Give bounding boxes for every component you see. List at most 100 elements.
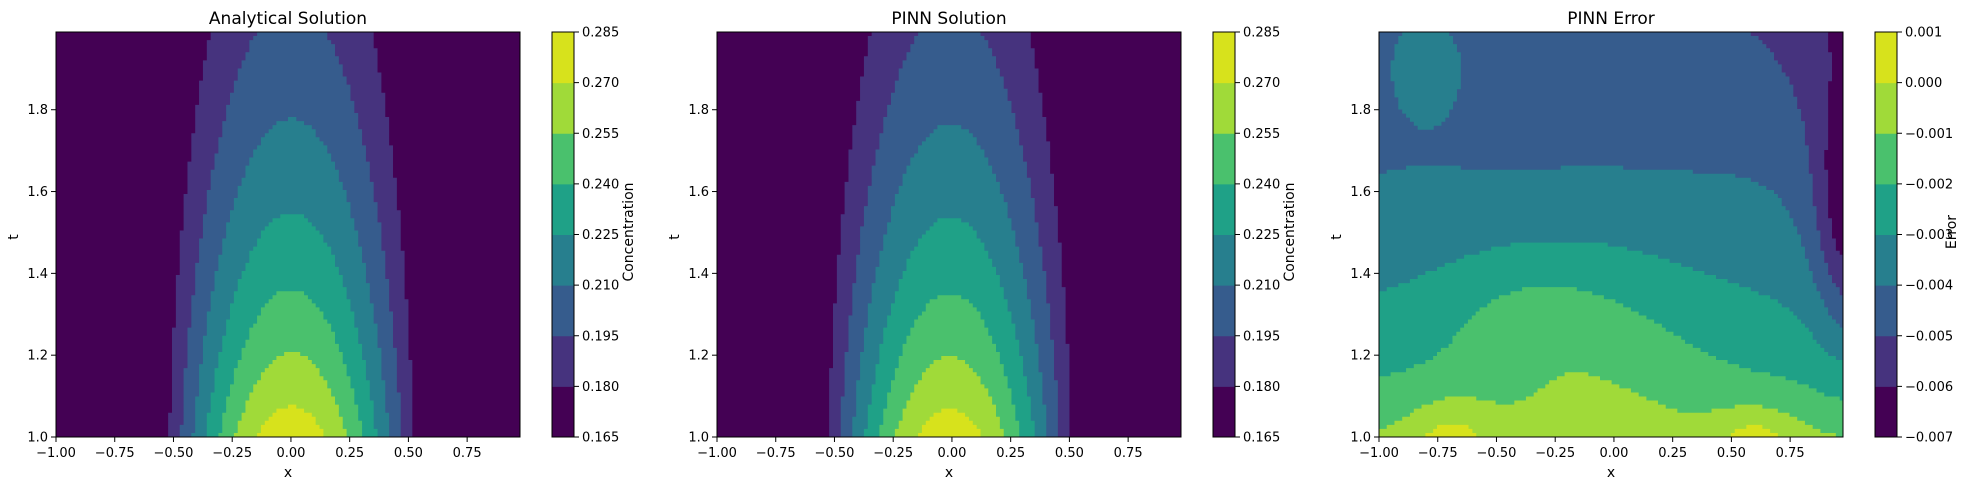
contour-band (1379, 32, 1843, 361)
contour-band (1379, 372, 1836, 437)
contour-band (894, 356, 1004, 437)
colorbar-band (552, 183, 574, 235)
x-tick-label: −0.25 (212, 446, 252, 461)
y-tick-label: 1.6 (688, 185, 709, 200)
x-tick-label: 0.50 (394, 446, 423, 461)
colorbar-band (1213, 32, 1235, 84)
colorbar-band (1875, 285, 1897, 337)
colorbar-band (1875, 183, 1897, 235)
x-tick-label: 0.50 (1055, 446, 1084, 461)
colorbar-tick-label: 0.285 (1243, 26, 1280, 41)
colorbar-tick-label: −0.007 (1905, 431, 1953, 446)
colorbar-tick-label: −0.004 (1905, 279, 1953, 294)
y-tick-label: 1.2 (688, 349, 709, 364)
x-tick-label: −1.00 (697, 446, 737, 461)
y-tick-label: 1.6 (1350, 185, 1371, 200)
contour-band (1750, 32, 1843, 296)
colorbar-tick-label: 0.270 (582, 76, 619, 91)
x-tick-label: −0.75 (756, 446, 796, 461)
contour-band (1823, 32, 1843, 256)
y-tick-label: 1.8 (27, 103, 48, 118)
y-axis-label: t (1329, 234, 1345, 240)
pinn-solution-panel: PINN Solution −1.00 −0.75 −0.50 −0.25 0.00 0.… (667, 9, 1298, 481)
colorbar-label: Concentration (621, 182, 637, 281)
y-tick-label: 1.2 (27, 349, 48, 364)
colorbar-tick-label: −0.005 (1905, 329, 1953, 344)
colorbar-band (552, 335, 574, 387)
x-tick-label: −0.50 (1477, 446, 1517, 461)
contour-band (191, 117, 390, 437)
y-tick-label: 1.8 (688, 103, 709, 118)
x-tick-label: 0.75 (453, 446, 482, 461)
x-tick-label: 0.25 (1658, 446, 1687, 461)
colorbar-tick-label: 0.285 (582, 26, 619, 41)
x-tick-label: −0.25 (1535, 446, 1575, 461)
colorbar-tick-label: 0.240 (582, 177, 619, 192)
colorbar-band (1875, 133, 1897, 185)
x-tick-label: −0.75 (1418, 446, 1458, 461)
y-tick-label: 1.6 (27, 185, 48, 200)
contour-band (1379, 287, 1843, 437)
colorbar-band (1875, 32, 1897, 84)
contour-band (852, 125, 1047, 437)
colorbar-tick-label: −0.001 (1905, 127, 1953, 142)
colorbar-tick-label: −0.002 (1905, 177, 1953, 192)
contour-band (1379, 32, 1843, 329)
colorbar-band (1875, 82, 1897, 134)
colorbar-tick-label: 0.240 (1243, 177, 1280, 192)
colorbar-band (1213, 335, 1235, 387)
colorbar-tick-label: 0.165 (582, 431, 619, 446)
colorbar-label: Error (1944, 215, 1960, 249)
x-tick-label: −1.00 (1359, 446, 1399, 461)
colorbar-band (1213, 133, 1235, 185)
contour-band (206, 214, 378, 437)
contour-band (1425, 424, 1778, 437)
colorbar-tick-label: 0.195 (1243, 329, 1280, 344)
plot-frame (716, 31, 1182, 438)
y-tick-label: 1.4 (27, 267, 48, 282)
colorbar-band (1213, 82, 1235, 134)
colorbar-tick-label: 0.225 (582, 228, 619, 243)
x-tick-label: 0.50 (1717, 446, 1746, 461)
colorbar-band (1213, 285, 1235, 337)
x-tick-label: 0.25 (335, 446, 364, 461)
colorbar-tick-label: −0.003 (1905, 228, 1953, 243)
colorbar-tick-label: 0.270 (1243, 76, 1280, 91)
x-axis-label: x (945, 465, 953, 481)
contour-band (218, 291, 363, 437)
x-tick-label: 0.75 (1114, 446, 1143, 461)
contour-band (233, 351, 347, 437)
x-tick-label: −1.00 (36, 446, 76, 461)
panel-title: PINN Error (1567, 9, 1655, 29)
colorbar-band (1875, 335, 1897, 387)
y-axis-label: t (667, 234, 683, 240)
contour-band (840, 32, 1058, 437)
x-tick-label: 0.00 (276, 446, 305, 461)
y-tick-label: 1.0 (27, 431, 48, 446)
contour-band (179, 32, 401, 437)
x-tick-label: 0.75 (1776, 446, 1805, 461)
x-tick-label: −0.50 (154, 446, 194, 461)
colorbar-band (552, 82, 574, 134)
contour-band (863, 218, 1035, 437)
x-tick-label: −0.25 (873, 446, 913, 461)
y-tick-label: 1.2 (1350, 349, 1371, 364)
colorbar-tick-label: 0.180 (582, 380, 619, 395)
x-axis-label: x (284, 465, 292, 481)
x-tick-label: −0.50 (815, 446, 855, 461)
colorbar-band (552, 234, 574, 286)
x-tick-label: 0.00 (1599, 446, 1628, 461)
colorbar-band (1213, 183, 1235, 235)
colorbar-band (552, 32, 574, 84)
colorbar-band (1875, 386, 1897, 438)
y-tick-label: 1.4 (688, 267, 709, 282)
colorbar-tick-label: 0.255 (582, 127, 619, 142)
colorbar-band (1213, 234, 1235, 286)
panel-title: Analytical Solution (209, 9, 367, 29)
colorbar-tick-label: 0.180 (1243, 380, 1280, 395)
y-tick-label: 1.0 (688, 431, 709, 446)
colorbar-band (552, 386, 574, 438)
colorbar-tick-label: 0.001 (1905, 26, 1942, 41)
colorbar-tick-label: 0.210 (582, 279, 619, 294)
colorbar-tick-label: 0.255 (1243, 127, 1280, 142)
